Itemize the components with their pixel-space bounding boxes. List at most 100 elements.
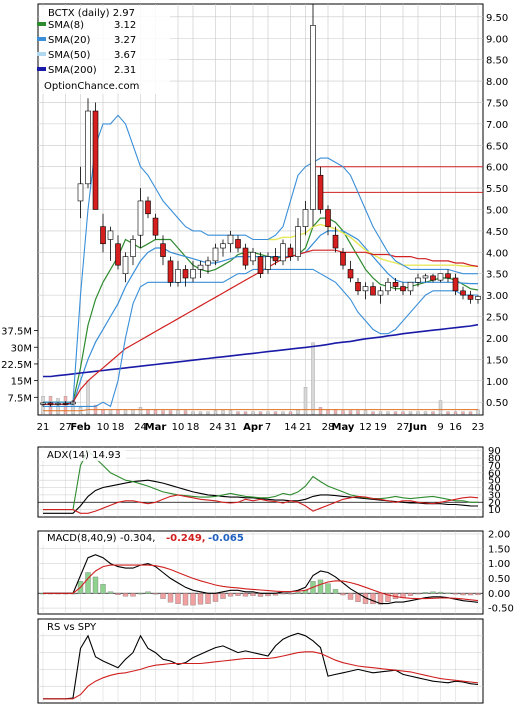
macd-histogram-bar bbox=[100, 584, 106, 594]
volume-bar bbox=[348, 410, 353, 415]
macd-y-tick-label: 1.50 bbox=[488, 544, 510, 555]
macd-signal-line bbox=[43, 564, 479, 602]
macd-histogram-bar bbox=[407, 593, 414, 596]
candle-body bbox=[332, 234, 339, 249]
x-tick-label: 27 bbox=[397, 422, 410, 433]
candle-body bbox=[197, 264, 204, 270]
volume-bar bbox=[116, 409, 120, 415]
volume-bar bbox=[386, 411, 390, 415]
price-y-tick-label: 8.50 bbox=[486, 56, 508, 67]
volume-bar bbox=[356, 410, 360, 415]
macd-histogram-bar bbox=[370, 593, 376, 605]
candle-body bbox=[355, 281, 361, 292]
volume-bar bbox=[198, 411, 203, 415]
macd-histogram-value: -0.065 bbox=[208, 533, 244, 544]
macd-histogram-bar bbox=[160, 593, 166, 599]
x-tick-label: 18 bbox=[187, 422, 200, 433]
macd-histogram-bar bbox=[385, 593, 391, 602]
candle-body bbox=[265, 256, 271, 270]
price-y-tick-label: 1.50 bbox=[486, 355, 508, 366]
minus-di-line bbox=[43, 494, 479, 514]
macd-histogram-bar bbox=[422, 592, 429, 594]
rs-average-line bbox=[43, 651, 479, 700]
legend-value: 3.67 bbox=[114, 50, 136, 61]
price-y-tick-label: 4.00 bbox=[486, 248, 508, 259]
x-tick-label: 21 bbox=[299, 422, 312, 433]
volume-bar bbox=[461, 411, 465, 415]
macd-histogram-bar bbox=[242, 593, 249, 597]
macd-histogram-bar bbox=[347, 593, 354, 600]
adx-y-tick-label: 20 bbox=[488, 498, 501, 509]
x-tick-label: 28 bbox=[322, 422, 335, 433]
volume-bar bbox=[438, 400, 443, 415]
volume-bar bbox=[318, 407, 323, 415]
volume-bar bbox=[183, 410, 188, 415]
volume-bar bbox=[206, 411, 210, 415]
candle-body bbox=[347, 269, 354, 279]
price-y-tick-label: 7.00 bbox=[486, 120, 508, 131]
candle-body bbox=[62, 403, 69, 405]
rs-line bbox=[43, 632, 479, 700]
volume-bar bbox=[288, 411, 293, 415]
macd-histogram-bar bbox=[205, 593, 211, 604]
price-y-tick-label: 6.00 bbox=[486, 163, 508, 174]
volume-bar bbox=[86, 380, 90, 415]
volume-tick-label: 37.5M bbox=[1, 327, 32, 338]
macd-title-bg bbox=[40, 532, 218, 545]
legend-swatch bbox=[37, 67, 46, 71]
legend-value: 2.31 bbox=[114, 65, 136, 76]
volume-bar bbox=[168, 410, 173, 415]
volume-tick-label: 15M bbox=[11, 377, 32, 388]
volume-bar bbox=[453, 411, 458, 415]
volume-bar bbox=[371, 411, 375, 415]
adx-title: ADX(14) 14.93 bbox=[47, 450, 121, 461]
volume-bar bbox=[363, 410, 368, 415]
legend-background bbox=[40, 6, 170, 94]
x-tick-label: Jun bbox=[408, 422, 427, 433]
candle-body bbox=[415, 277, 421, 283]
x-tick-label: Apr bbox=[243, 422, 263, 433]
macd-histogram-bar bbox=[122, 593, 129, 597]
candle-body bbox=[407, 281, 414, 292]
macd-histogram-bar bbox=[332, 589, 339, 594]
x-tick-label: 21 bbox=[37, 422, 50, 433]
candle-body bbox=[400, 286, 406, 292]
candle-body bbox=[392, 281, 399, 287]
candle-body bbox=[70, 401, 76, 405]
macd-histogram-bar bbox=[415, 593, 421, 595]
macd-histogram-bar bbox=[340, 593, 346, 596]
volume-bar bbox=[296, 409, 300, 415]
volume-tick-label: 22.5M bbox=[1, 360, 32, 371]
volume-bar bbox=[408, 411, 413, 415]
macd-histogram-bar bbox=[317, 579, 324, 594]
volume-bar bbox=[311, 342, 315, 415]
adx-y-tick-label: 10 bbox=[488, 505, 501, 516]
price-y-tick-label: 8.00 bbox=[486, 77, 508, 88]
candle-body bbox=[250, 252, 256, 262]
macd-histogram-bar bbox=[475, 593, 481, 596]
candle-body bbox=[100, 226, 106, 245]
volume-bar bbox=[213, 410, 218, 415]
candle-body bbox=[122, 256, 129, 275]
macd-y-tick-label: -0.50 bbox=[488, 604, 514, 615]
price-y-tick-label: 6.50 bbox=[486, 141, 508, 152]
macd-histogram-bar bbox=[235, 593, 241, 596]
x-tick-label: 10 bbox=[172, 422, 185, 433]
candle-body bbox=[77, 183, 84, 202]
candle-body bbox=[227, 234, 234, 245]
candle-body bbox=[55, 403, 61, 405]
adx-y-tick-label: 80 bbox=[488, 454, 501, 465]
candle-body bbox=[137, 200, 144, 236]
candle-body bbox=[362, 286, 369, 292]
legend-swatch bbox=[37, 52, 46, 56]
volume-bar bbox=[378, 411, 383, 415]
candle-body bbox=[175, 269, 181, 283]
candle-body bbox=[152, 217, 159, 236]
volume-bar bbox=[423, 411, 428, 415]
candle-body bbox=[475, 296, 481, 300]
candle-body bbox=[220, 243, 226, 249]
candle-body bbox=[325, 209, 331, 227]
macd-histogram-bar bbox=[460, 593, 466, 596]
